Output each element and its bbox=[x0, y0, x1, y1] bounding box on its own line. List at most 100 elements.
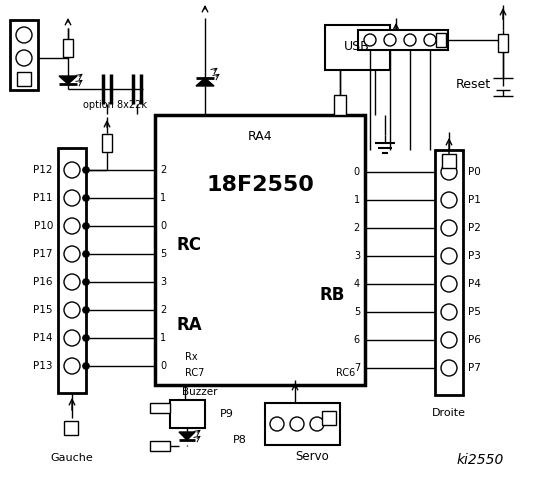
Text: 3: 3 bbox=[160, 277, 166, 287]
Bar bbox=[435, 150, 463, 395]
Circle shape bbox=[384, 34, 396, 46]
Polygon shape bbox=[196, 78, 214, 86]
Circle shape bbox=[310, 417, 324, 431]
Polygon shape bbox=[179, 432, 195, 440]
Text: 2: 2 bbox=[354, 223, 360, 233]
Text: P16: P16 bbox=[34, 277, 53, 287]
Text: P5: P5 bbox=[468, 307, 481, 317]
Circle shape bbox=[441, 164, 457, 180]
Bar bbox=[58, 148, 86, 393]
Polygon shape bbox=[59, 76, 77, 84]
Circle shape bbox=[441, 192, 457, 208]
Text: RA4: RA4 bbox=[248, 131, 272, 144]
Text: P3: P3 bbox=[468, 251, 481, 261]
Text: Gauche: Gauche bbox=[51, 453, 93, 463]
Bar bbox=[64, 421, 78, 435]
Text: 0: 0 bbox=[160, 221, 166, 231]
Text: P0: P0 bbox=[468, 167, 481, 177]
Bar bbox=[498, 34, 508, 52]
Text: 2: 2 bbox=[160, 165, 166, 175]
Circle shape bbox=[270, 417, 284, 431]
Text: Droite: Droite bbox=[432, 408, 466, 418]
Circle shape bbox=[441, 220, 457, 236]
Circle shape bbox=[64, 302, 80, 318]
Text: Servo: Servo bbox=[295, 451, 329, 464]
Circle shape bbox=[83, 307, 89, 313]
Circle shape bbox=[83, 195, 89, 201]
Circle shape bbox=[364, 34, 376, 46]
Text: P9: P9 bbox=[220, 409, 234, 419]
Text: Rx: Rx bbox=[185, 352, 197, 362]
Circle shape bbox=[64, 358, 80, 374]
Text: Buzzer: Buzzer bbox=[182, 387, 218, 397]
Circle shape bbox=[83, 251, 89, 257]
Text: USB: USB bbox=[344, 40, 370, 53]
Text: P4: P4 bbox=[468, 279, 481, 289]
Bar bbox=[436, 33, 446, 47]
Text: P13: P13 bbox=[34, 361, 53, 371]
Text: 6: 6 bbox=[354, 335, 360, 345]
Bar bbox=[170, 400, 205, 428]
Text: 1: 1 bbox=[160, 333, 166, 343]
Circle shape bbox=[441, 304, 457, 320]
Circle shape bbox=[83, 279, 89, 285]
Text: P2: P2 bbox=[468, 223, 481, 233]
Bar bbox=[334, 95, 346, 115]
Text: RC6: RC6 bbox=[336, 368, 355, 378]
Text: 18F2550: 18F2550 bbox=[206, 175, 314, 195]
Circle shape bbox=[16, 50, 32, 66]
Circle shape bbox=[441, 332, 457, 348]
Circle shape bbox=[64, 274, 80, 290]
Text: P10: P10 bbox=[34, 221, 53, 231]
Text: P8: P8 bbox=[233, 435, 247, 445]
Text: P15: P15 bbox=[34, 305, 53, 315]
Text: 5: 5 bbox=[160, 249, 166, 259]
Circle shape bbox=[83, 167, 89, 173]
Circle shape bbox=[64, 330, 80, 346]
Circle shape bbox=[16, 27, 32, 43]
Bar bbox=[150, 441, 170, 451]
Circle shape bbox=[83, 335, 89, 341]
Bar bbox=[442, 154, 456, 168]
Text: 2: 2 bbox=[160, 305, 166, 315]
Text: P11: P11 bbox=[34, 193, 53, 203]
Circle shape bbox=[424, 34, 436, 46]
Bar bbox=[155, 115, 365, 385]
Text: option 8x22k: option 8x22k bbox=[83, 100, 147, 110]
Text: 7: 7 bbox=[354, 363, 360, 373]
Text: 0: 0 bbox=[160, 361, 166, 371]
Text: P1: P1 bbox=[468, 195, 481, 205]
Circle shape bbox=[441, 276, 457, 292]
Text: RA: RA bbox=[177, 316, 202, 334]
Circle shape bbox=[441, 248, 457, 264]
Circle shape bbox=[404, 34, 416, 46]
Text: P17: P17 bbox=[34, 249, 53, 259]
Text: P14: P14 bbox=[34, 333, 53, 343]
Bar bbox=[150, 403, 170, 413]
Text: 0: 0 bbox=[354, 167, 360, 177]
Text: RC7: RC7 bbox=[185, 368, 205, 378]
Bar bbox=[10, 20, 38, 90]
Text: Reset: Reset bbox=[456, 79, 491, 92]
Text: RC: RC bbox=[177, 236, 202, 254]
Text: 3: 3 bbox=[354, 251, 360, 261]
Bar bbox=[358, 30, 448, 50]
Text: 1: 1 bbox=[354, 195, 360, 205]
Text: RB: RB bbox=[320, 286, 345, 304]
Circle shape bbox=[83, 223, 89, 229]
Bar bbox=[102, 134, 112, 152]
Circle shape bbox=[64, 162, 80, 178]
Text: P12: P12 bbox=[34, 165, 53, 175]
Circle shape bbox=[441, 360, 457, 376]
Text: 5: 5 bbox=[354, 307, 360, 317]
Text: P6: P6 bbox=[468, 335, 481, 345]
Circle shape bbox=[64, 218, 80, 234]
Bar bbox=[325, 25, 390, 70]
Circle shape bbox=[64, 190, 80, 206]
Text: ki2550: ki2550 bbox=[456, 453, 504, 467]
Text: 4: 4 bbox=[354, 279, 360, 289]
Circle shape bbox=[290, 417, 304, 431]
Bar bbox=[63, 39, 73, 57]
Bar bbox=[17, 72, 31, 86]
Circle shape bbox=[64, 246, 80, 262]
